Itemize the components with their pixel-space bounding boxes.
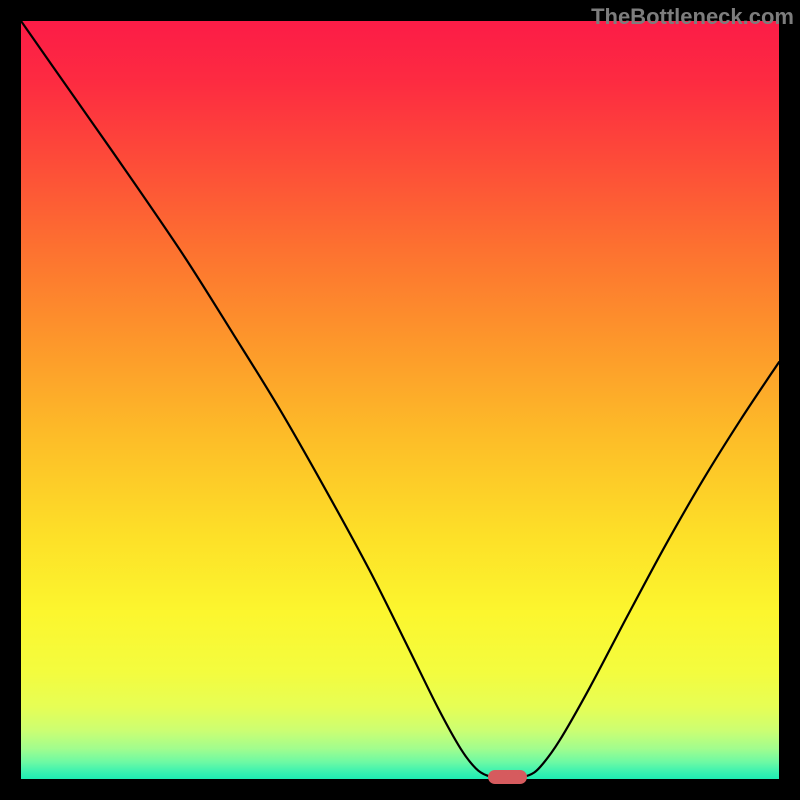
attribution-watermark: TheBottleneck.com xyxy=(591,4,794,30)
optimal-range-marker xyxy=(488,770,527,784)
chart-background-gradient xyxy=(21,21,779,779)
